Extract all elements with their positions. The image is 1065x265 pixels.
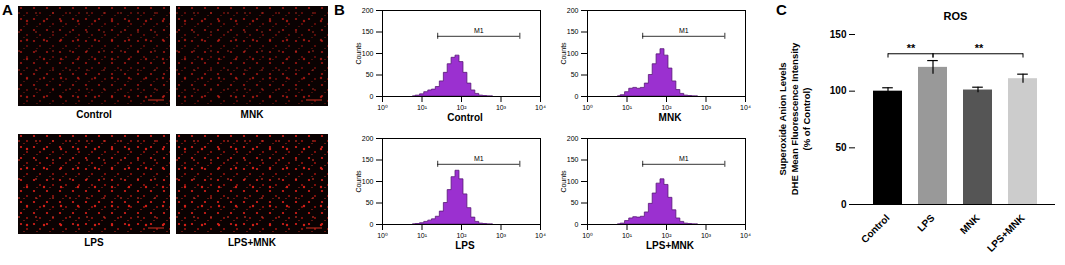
svg-text:10³: 10³ bbox=[496, 104, 507, 111]
html-text:Control: Control bbox=[447, 112, 483, 123]
svg-text:150: 150 bbox=[567, 28, 579, 35]
svg-text:100: 100 bbox=[362, 178, 374, 185]
svg-text:100: 100 bbox=[567, 50, 579, 57]
svg-text:10⁴: 10⁴ bbox=[535, 104, 546, 111]
svg-text:10⁴: 10⁴ bbox=[535, 232, 546, 239]
svg-text:50: 50 bbox=[366, 199, 374, 206]
svg-text:Counts: Counts bbox=[560, 42, 567, 65]
svg-text:50: 50 bbox=[366, 71, 374, 78]
svg-text:10²: 10² bbox=[661, 232, 672, 239]
svg-text:10²: 10² bbox=[661, 104, 672, 111]
svg-text:ROS: ROS bbox=[944, 10, 968, 22]
svg-text:0: 0 bbox=[575, 93, 579, 100]
svg-text:10⁰: 10⁰ bbox=[582, 104, 593, 111]
svg-text:100: 100 bbox=[362, 50, 374, 57]
svg-text:50: 50 bbox=[571, 199, 579, 206]
html-text:LPS+MNK: LPS+MNK bbox=[646, 240, 694, 251]
svg-text:10³: 10³ bbox=[701, 104, 712, 111]
svg-text:100: 100 bbox=[567, 178, 579, 185]
svg-text:150: 150 bbox=[567, 156, 579, 163]
html-text:LPS: LPS bbox=[84, 237, 104, 248]
svg-text:10¹: 10¹ bbox=[622, 104, 633, 111]
svg-text:Superoxide Anion LevelsDHE Mea: Superoxide Anion LevelsDHE Mean Fluoresc… bbox=[777, 42, 812, 195]
svg-text:200: 200 bbox=[567, 7, 579, 14]
svg-text:50: 50 bbox=[571, 71, 579, 78]
svg-text:10¹: 10¹ bbox=[622, 232, 633, 239]
svg-text:0: 0 bbox=[370, 93, 374, 100]
svg-text:10⁰: 10⁰ bbox=[582, 232, 593, 239]
svg-text:150: 150 bbox=[362, 156, 374, 163]
svg-text:M1: M1 bbox=[679, 27, 689, 34]
svg-text:10¹: 10¹ bbox=[417, 232, 428, 239]
svg-text:Counts: Counts bbox=[355, 42, 362, 65]
svg-text:0: 0 bbox=[575, 221, 579, 228]
html-text:LPS: LPS bbox=[455, 240, 475, 251]
svg-text:10⁰: 10⁰ bbox=[377, 232, 388, 239]
svg-text:0: 0 bbox=[841, 199, 847, 210]
svg-text:150: 150 bbox=[830, 29, 847, 40]
svg-text:10²: 10² bbox=[456, 104, 467, 111]
svg-text:Counts: Counts bbox=[560, 170, 567, 193]
svg-text:200: 200 bbox=[362, 7, 374, 14]
html-text:C: C bbox=[776, 1, 787, 18]
html-text:Control: Control bbox=[76, 109, 112, 120]
svg-text:0: 0 bbox=[370, 221, 374, 228]
html-text:B: B bbox=[334, 1, 345, 18]
html-text:A: A bbox=[2, 1, 13, 18]
svg-text:10⁴: 10⁴ bbox=[740, 104, 751, 111]
svg-text:10¹: 10¹ bbox=[417, 104, 428, 111]
svg-text:200: 200 bbox=[567, 135, 579, 142]
svg-text:50: 50 bbox=[835, 142, 847, 153]
svg-text:10⁰: 10⁰ bbox=[377, 104, 388, 111]
svg-text:10³: 10³ bbox=[496, 232, 507, 239]
html-text:LPS+MNK: LPS+MNK bbox=[228, 237, 276, 248]
svg-text:100: 100 bbox=[830, 85, 847, 96]
svg-text:10²: 10² bbox=[456, 232, 467, 239]
svg-text:200: 200 bbox=[362, 135, 374, 142]
svg-text:Control: Control bbox=[859, 212, 892, 245]
svg-text:**: ** bbox=[975, 42, 984, 54]
svg-text:Counts: Counts bbox=[355, 170, 362, 193]
svg-text:**: ** bbox=[907, 42, 916, 54]
svg-text:M1: M1 bbox=[679, 155, 689, 162]
svg-text:M1: M1 bbox=[474, 155, 484, 162]
svg-text:150: 150 bbox=[362, 28, 374, 35]
svg-text:MNK: MNK bbox=[958, 212, 982, 236]
html-text:MNK: MNK bbox=[240, 109, 264, 120]
svg-text:LPS+MNK: LPS+MNK bbox=[985, 212, 1027, 254]
svg-text:M1: M1 bbox=[474, 27, 484, 34]
svg-text:10⁴: 10⁴ bbox=[740, 232, 751, 239]
svg-text:LPS: LPS bbox=[915, 212, 937, 234]
svg-text:10³: 10³ bbox=[701, 232, 712, 239]
html-text:MNK: MNK bbox=[658, 112, 682, 123]
